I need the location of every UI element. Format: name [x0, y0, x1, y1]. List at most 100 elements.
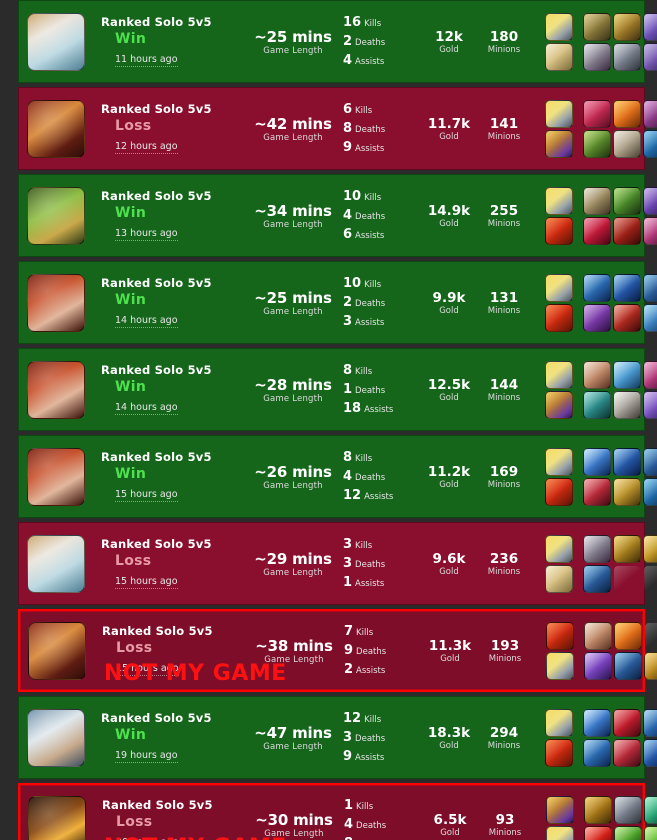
item-purple-star-icon[interactable] [584, 651, 612, 680]
spell-teleport-icon[interactable] [545, 273, 573, 302]
item-pink-orb-icon[interactable] [643, 216, 657, 245]
item-gold-shield-icon[interactable] [644, 651, 657, 680]
item-white-blade-icon[interactable] [613, 390, 641, 419]
kills-stat: 7 Kills [344, 622, 420, 641]
item-gold-blade-icon[interactable] [584, 795, 612, 824]
item-gold-spike-icon[interactable] [613, 534, 641, 563]
item-blue-gem-icon[interactable] [643, 477, 657, 506]
item-build [583, 534, 657, 593]
item-blue-blade-icon[interactable] [643, 708, 657, 737]
item-blue-orb-icon[interactable] [613, 273, 641, 302]
spell-teleport-icon[interactable] [545, 534, 573, 563]
spell-ignite-icon[interactable] [545, 303, 573, 332]
item-purple-wing-icon[interactable] [643, 390, 657, 419]
item-pink-orb-icon[interactable] [643, 360, 657, 389]
match-outcome: Win [115, 291, 147, 308]
match-row[interactable]: Ranked Solo 5v5 Win 11 hours ago ~25 mins Ga… [18, 0, 657, 83]
item-longsword-icon[interactable] [583, 42, 611, 71]
item-blue-boots-icon[interactable] [643, 447, 657, 476]
item-wings-icon[interactable] [583, 12, 611, 41]
item-red-cape-icon[interactable] [583, 477, 611, 506]
item-pink-sash-icon[interactable] [583, 99, 611, 128]
match-row[interactable]: Ranked Solo 5v5 Win 19 hours ago ~47 mins Ga… [18, 696, 657, 779]
item-bandage-icon[interactable] [584, 621, 612, 650]
spell-teleport-icon[interactable] [546, 825, 574, 840]
kills-stat: 8 Kills [343, 448, 419, 467]
item-blue-orb-icon[interactable] [643, 738, 657, 767]
spell-teleport-icon[interactable] [545, 186, 573, 215]
item-blue-gem-icon[interactable] [643, 129, 657, 158]
item-blue-boots-icon[interactable] [614, 651, 642, 680]
item-gold-cross-icon[interactable] [643, 534, 657, 563]
spell-ghost-hand-icon[interactable] [545, 129, 573, 158]
item-red-cape-icon[interactable] [613, 738, 641, 767]
spell-ignite-icon[interactable] [546, 621, 574, 650]
spell-heal-icon[interactable] [545, 564, 573, 593]
item-bandage-icon[interactable] [583, 360, 611, 389]
spell-teleport-icon[interactable] [545, 99, 573, 128]
item-cloth-robe-icon[interactable] [613, 129, 641, 158]
spell-ignite-icon[interactable] [545, 738, 573, 767]
item-blades-icon[interactable] [613, 12, 641, 41]
match-row[interactable]: Ranked Solo 5v5Loss20 hours ago~30 minsG… [18, 783, 657, 840]
minions-stat: 144 Minions [475, 377, 533, 403]
item-purple-mask-icon[interactable] [583, 303, 611, 332]
item-purple-blade-icon[interactable] [643, 12, 657, 41]
item-blue-boots-icon[interactable] [643, 273, 657, 302]
game-length: ~38 mins Game Length [252, 637, 336, 665]
item-blue-star-icon[interactable] [583, 708, 611, 737]
item-scroll-icon[interactable] [583, 186, 611, 215]
match-row[interactable]: Ranked Solo 5v5 Win 15 hours ago ~26 mins Ga… [18, 435, 657, 518]
item-blue-orb-icon[interactable] [613, 447, 641, 476]
spell-teleport-icon[interactable] [545, 12, 573, 41]
match-row[interactable]: Ranked Solo 5v5 Loss 12 hours ago ~42 mins G… [18, 87, 657, 170]
item-red-gem-icon[interactable] [613, 708, 641, 737]
gold-label: Gold [439, 566, 459, 577]
item-orange-sun-icon[interactable] [614, 621, 642, 650]
match-row[interactable]: Ranked Solo 5v5 Win 14 hours ago ~25 mins Ga… [18, 261, 657, 344]
item-blue-boots-icon[interactable] [583, 564, 611, 593]
spell-ghost-hand-icon[interactable] [546, 795, 574, 824]
item-green-sphere-icon[interactable] [644, 825, 657, 840]
item-blue-ice-icon[interactable] [613, 360, 641, 389]
item-teal-pendant-icon[interactable] [583, 390, 611, 419]
match-row[interactable]: Ranked Solo 5v5 Win 14 hours ago ~28 mins Ga… [18, 348, 657, 431]
item-blue-shield-icon[interactable] [583, 273, 611, 302]
item-red-armor-icon[interactable] [613, 216, 641, 245]
item-green-shard-icon[interactable] [583, 129, 611, 158]
spell-teleport-icon[interactable] [545, 360, 573, 389]
assists-value: 4 [343, 53, 353, 68]
spell-teleport-icon[interactable] [546, 651, 574, 680]
item-green-eye-icon[interactable] [614, 825, 642, 840]
spell-heal-icon[interactable] [545, 42, 573, 71]
match-row[interactable]: Ranked Solo 5v5 Win 13 hours ago ~34 mins Ga… [18, 174, 657, 257]
item-green-blade-icon[interactable] [613, 186, 641, 215]
item-grey-boots-icon[interactable] [614, 795, 642, 824]
item-gold-scroll-icon[interactable] [613, 477, 641, 506]
spell-ignite-icon[interactable] [545, 216, 573, 245]
spell-ghost-hand-icon[interactable] [545, 390, 573, 419]
match-row[interactable]: Ranked Solo 5v5 Loss 15 hours ago ~29 mins G… [18, 522, 657, 605]
match-info: Ranked Solo 5v5 Win 11 hours ago [101, 16, 251, 68]
game-length-label: Game Length [264, 828, 324, 839]
champion-portrait [27, 99, 85, 158]
item-blue-crystal-icon[interactable] [643, 303, 657, 332]
spell-teleport-icon[interactable] [545, 708, 573, 737]
game-length-label: Game Length [263, 567, 323, 578]
item-purple-eye-icon[interactable] [643, 99, 657, 128]
item-ruby-gem-icon[interactable] [583, 216, 611, 245]
item-purple-spike-icon[interactable] [643, 186, 657, 215]
spell-ignite-icon[interactable] [545, 477, 573, 506]
item-red-blade-icon[interactable] [613, 303, 641, 332]
spell-teleport-icon[interactable] [545, 447, 573, 476]
match-row[interactable]: Ranked Solo 5v5 Loss 15 hours ago ~38 mins G… [18, 609, 657, 692]
item-longsword-icon[interactable] [583, 534, 611, 563]
deaths-label: Deaths [355, 473, 386, 483]
item-blue-shield-icon[interactable] [583, 738, 611, 767]
item-grey-boots-icon[interactable] [613, 42, 641, 71]
item-blue-star-icon[interactable] [583, 447, 611, 476]
item-red-orb-icon[interactable] [584, 825, 612, 840]
item-purple-cloak-icon[interactable] [643, 42, 657, 71]
item-green-wing-icon[interactable] [644, 795, 657, 824]
item-orange-sun-icon[interactable] [613, 99, 641, 128]
